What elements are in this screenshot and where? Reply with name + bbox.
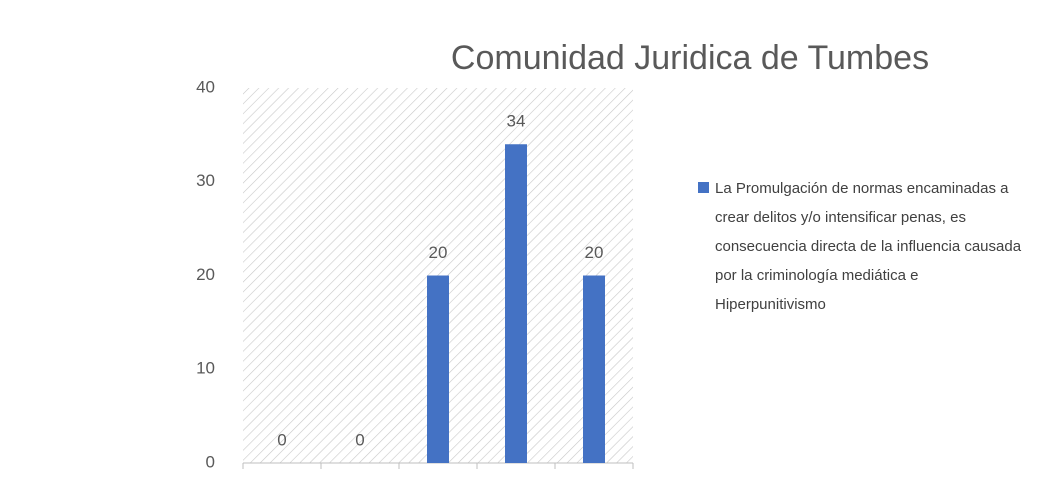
legend-key xyxy=(698,182,709,193)
chart-title: Comunidad Juridica de Tumbes xyxy=(451,39,929,77)
data-label: 20 xyxy=(429,243,448,262)
data-label: 0 xyxy=(355,430,364,449)
y-tick-label: 30 xyxy=(196,171,215,190)
y-tick-label: 20 xyxy=(196,265,215,284)
bar xyxy=(427,275,449,463)
data-label: 34 xyxy=(507,112,526,131)
y-tick-label: 10 xyxy=(196,359,215,378)
y-tick-label: 0 xyxy=(206,452,215,471)
bar xyxy=(505,144,527,463)
y-tick-label: 40 xyxy=(196,77,215,96)
data-label: 20 xyxy=(585,243,604,262)
legend: La Promulgación de normas encaminadas a … xyxy=(698,174,1028,319)
data-label: 0 xyxy=(277,430,286,449)
bar xyxy=(583,275,605,463)
legend-label: La Promulgación de normas encaminadas a … xyxy=(715,180,1022,313)
